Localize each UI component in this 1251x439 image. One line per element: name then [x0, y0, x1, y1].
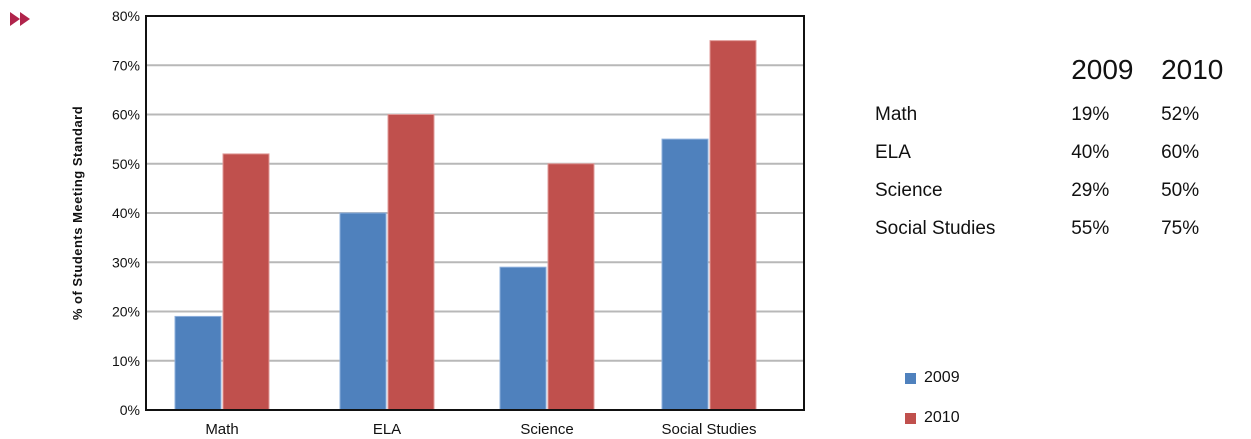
- y-axis-label: % of Students Meeting Standard: [70, 106, 85, 320]
- y-tick-label: 20%: [112, 304, 140, 320]
- bar-2010-math: [222, 153, 270, 411]
- table-row: ELA 40% 60%: [875, 134, 1251, 172]
- table-header-blank: [875, 52, 1071, 96]
- bar-chart: 0% 10% 20% 30% 40% 50% 60% 70% 80% Math ELA Scienc…: [70, 8, 805, 438]
- table-row: Math 19% 52%: [875, 96, 1251, 134]
- legend-label-2009: 2009: [924, 369, 960, 386]
- x-tick-label: ELA: [373, 421, 401, 438]
- table-row-label: Social Studies: [875, 218, 996, 239]
- chart-legend: 2009 2010: [905, 358, 960, 438]
- y-axis-ticks: 0% 10% 20% 30% 40% 50% 60% 70% 80%: [112, 8, 140, 418]
- legend-label-2010: 2010: [924, 409, 960, 426]
- plot-frame: [145, 15, 805, 411]
- bar-2010-ela: [387, 114, 435, 411]
- table-row-label: Math: [875, 104, 918, 125]
- bar-2009-math: [174, 315, 222, 411]
- table-header-2009: 2009: [1071, 54, 1134, 85]
- table-cell-2009: 55%: [1071, 218, 1110, 239]
- bar-2009-ela: [339, 212, 387, 411]
- y-tick-label: 50%: [112, 156, 140, 172]
- table-header-row: 2009 2010: [875, 52, 1251, 96]
- x-axis-labels: Math ELA Science Social Studies: [205, 421, 756, 438]
- legend-swatch-2010: [905, 412, 916, 424]
- bar-2009-science: [499, 266, 547, 411]
- table-row: Social Studies 55% 75%: [875, 210, 1251, 248]
- legend-item-2010: 2010: [905, 398, 960, 438]
- table-row-label: Science: [875, 180, 943, 201]
- legend-item-2009: 2009: [905, 358, 960, 398]
- bar-2010-science: [547, 163, 595, 411]
- bar-2009-social-studies: [661, 138, 709, 411]
- chart-bars: [174, 40, 757, 411]
- y-tick-label: 30%: [112, 254, 140, 270]
- table-cell-2009: 40%: [1071, 142, 1110, 163]
- x-tick-label: Science: [520, 421, 573, 438]
- legend-swatch-2009: [905, 372, 916, 384]
- data-table: 2009 2010 Math 19% 52% ELA 40% 60% Scien…: [875, 52, 1251, 248]
- table-row: Science 29% 50%: [875, 172, 1251, 210]
- y-tick-label: 40%: [112, 205, 140, 221]
- table-cell-2010: 52%: [1161, 104, 1200, 125]
- table-row-label: ELA: [875, 142, 911, 163]
- y-tick-label: 10%: [112, 353, 140, 369]
- y-tick-label: 70%: [112, 57, 140, 73]
- y-tick-label: 0%: [120, 402, 140, 418]
- table-cell-2009: 29%: [1071, 180, 1110, 201]
- x-tick-label: Social Studies: [661, 421, 756, 438]
- table-header-2010: 2010: [1161, 54, 1224, 85]
- table-cell-2010: 75%: [1161, 218, 1200, 239]
- table-cell-2010: 50%: [1161, 180, 1200, 201]
- y-tick-label: 60%: [112, 107, 140, 123]
- bar-2010-social-studies: [709, 40, 757, 411]
- double-chevron-right-icon: [10, 12, 30, 26]
- x-tick-label: Math: [205, 421, 238, 438]
- table-cell-2010: 60%: [1161, 142, 1200, 163]
- y-tick-label: 80%: [112, 8, 140, 24]
- table-cell-2009: 19%: [1071, 104, 1110, 125]
